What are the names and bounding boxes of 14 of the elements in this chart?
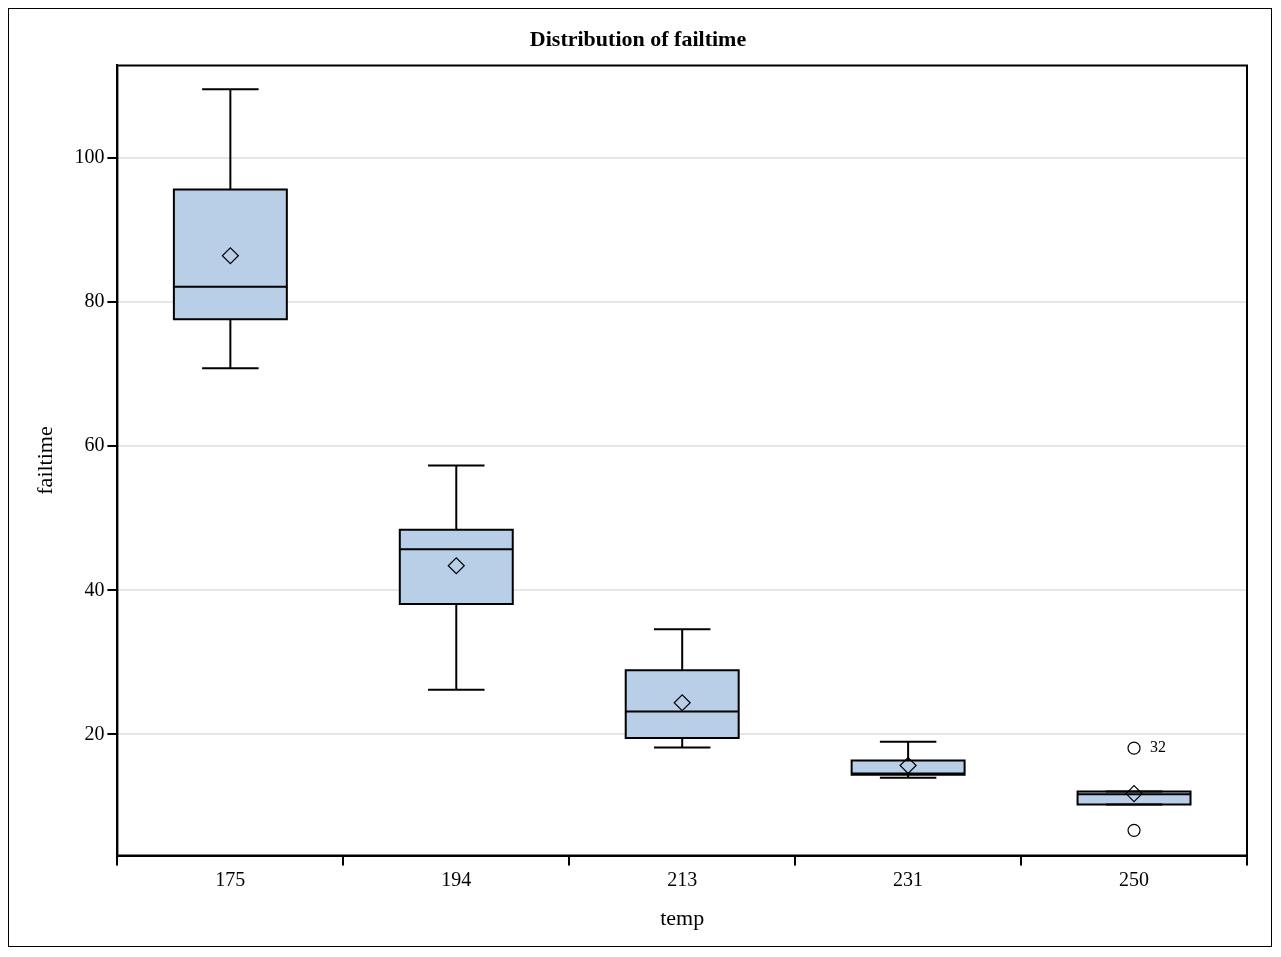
x-tick-label: 213	[667, 867, 698, 890]
y-tick-label: 80	[84, 289, 105, 312]
y-tick-label: 40	[84, 577, 105, 600]
y-tick-label: 20	[84, 721, 105, 744]
y-tick-label: 60	[84, 433, 105, 456]
x-axis-title: temp	[660, 904, 705, 930]
x-tick-label: 175	[215, 867, 246, 890]
y-axis-title: failtime	[31, 426, 57, 495]
y-tick-label: 100	[74, 144, 105, 167]
x-tick-label: 250	[1119, 867, 1150, 890]
chart-title: Distribution of failtime	[529, 25, 747, 51]
x-tick-label: 194	[441, 867, 472, 890]
annotation: 32	[1150, 738, 1167, 756]
x-tick-label: 231	[893, 867, 924, 890]
